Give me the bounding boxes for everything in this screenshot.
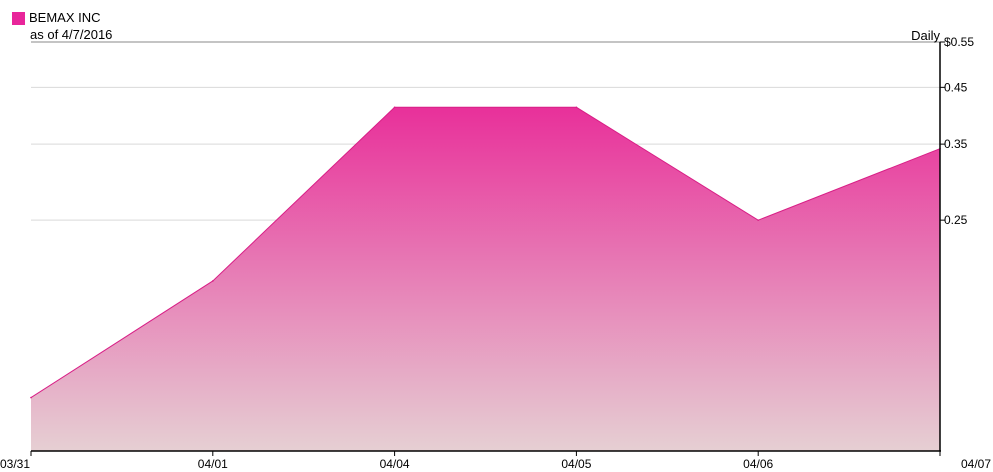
data-point	[393, 106, 396, 109]
price-area	[30, 106, 941, 451]
y-axis-ticks: 0.25 0.35 0.45 $0.55	[940, 35, 974, 227]
data-point	[757, 219, 759, 221]
y-tick-label: $0.55	[944, 35, 974, 49]
x-tick-label: 04/07	[961, 457, 991, 471]
x-tick-label: 04/05	[561, 457, 591, 471]
x-tick-label: 04/06	[743, 457, 773, 471]
x-axis-ticks: 03/31 04/01 04/04 04/05 04/06 04/07	[0, 451, 991, 471]
y-tick-label: 0.25	[944, 213, 968, 227]
series-line	[30, 106, 941, 399]
y-tick-label: 0.35	[944, 137, 968, 151]
series-area	[31, 107, 940, 451]
legend-swatch	[12, 11, 25, 25]
data-point	[575, 106, 578, 109]
x-tick-label: 04/01	[198, 457, 228, 471]
y-tick-label: 0.45	[944, 80, 968, 94]
legend-series-name: BEMAX INC	[29, 10, 101, 25]
frequency-label: Daily	[911, 28, 940, 43]
axes	[31, 42, 941, 452]
x-tick-label: 03/31	[0, 457, 30, 471]
data-point	[212, 280, 214, 282]
legend: BEMAX INC	[12, 11, 101, 25]
as-of-date: as of 4/7/2016	[30, 27, 113, 42]
data-point	[30, 396, 32, 399]
x-tick-label: 04/04	[380, 457, 410, 471]
